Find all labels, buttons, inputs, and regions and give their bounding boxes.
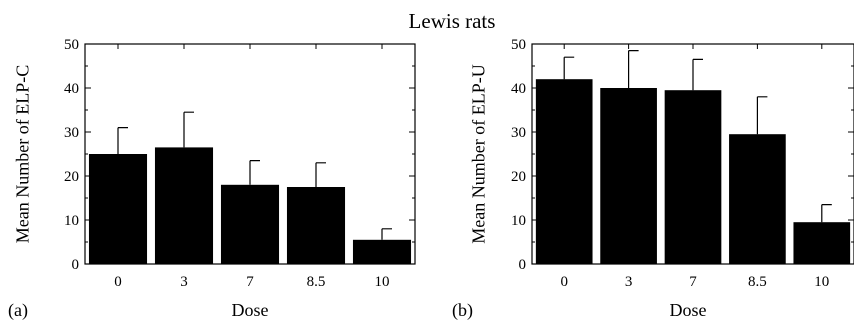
panel-a-bar-1 bbox=[154, 147, 214, 264]
panel-a-y-tick-label-0: 0 bbox=[72, 257, 80, 273]
panel-a-y-tick-label-5: 50 bbox=[64, 37, 79, 53]
panel-b-x-tick-label-0: 0 bbox=[560, 274, 568, 290]
panel-a-y-tick-label-3: 30 bbox=[64, 125, 79, 141]
panel-b-error-bar-3 bbox=[756, 96, 768, 135]
panel-a-x-tick-label-4: 10 bbox=[375, 274, 390, 290]
panel-b-x-tick-label-3: 8.5 bbox=[748, 274, 767, 290]
panel-a-y-axis-label: Mean Number of ELP-C bbox=[12, 65, 32, 243]
panel-a-error-bar-3 bbox=[315, 162, 326, 187]
panel-b-y-tick-label-5: 50 bbox=[511, 37, 526, 53]
panel-a-error-bar-2 bbox=[249, 160, 260, 185]
panel-a-y-tick-label-4: 40 bbox=[64, 81, 79, 97]
panel-a-x-tick-label-3: 8.5 bbox=[307, 274, 326, 290]
panel-b-bar-0 bbox=[535, 79, 593, 264]
panel-b-error-bar-1 bbox=[628, 50, 639, 88]
panel-b-x-tick-label-1: 3 bbox=[625, 274, 633, 290]
panel-b-panel-label: (b) bbox=[452, 300, 473, 321]
panel-b-y-axis-label: Mean Number of ELP-U bbox=[468, 64, 488, 243]
panel-a-error-bar-4 bbox=[381, 228, 392, 240]
panel-a-x-tick-label-0: 0 bbox=[114, 274, 122, 290]
panel-a-error-bar-1 bbox=[183, 111, 194, 148]
figure-title: Lewis rats bbox=[409, 9, 496, 33]
panel-b-x-tick-label-4: 10 bbox=[814, 274, 829, 290]
panel-b-error-bar-4 bbox=[821, 204, 832, 223]
panel-a-error-bar-0 bbox=[117, 127, 128, 154]
panel-b-bar-2 bbox=[664, 90, 722, 264]
panel-a-x-tick-label-1: 3 bbox=[180, 274, 188, 290]
panel-b: 0 3 7 8.5 10 0 10 20 30 40 50 Dose Mean Number of EL… bbox=[452, 37, 854, 321]
panel-a-bar-2 bbox=[220, 184, 280, 264]
panel-a-panel-label: (a) bbox=[8, 300, 28, 321]
panel-a-bar-3 bbox=[286, 187, 346, 264]
panel-b-bar-4 bbox=[793, 222, 851, 264]
panel-b-x-axis-label: Dose bbox=[670, 300, 707, 320]
panel-b-y-tick-label-2: 20 bbox=[511, 169, 526, 185]
panel-b-y-tick-label-3: 30 bbox=[511, 125, 526, 141]
panel-a-y-tick-label-1: 10 bbox=[64, 213, 79, 229]
panel-a-x-tick-label-2: 7 bbox=[246, 274, 254, 290]
panel-b-y-tick-label-0: 0 bbox=[519, 257, 527, 273]
panel-a-y-tick-label-2: 20 bbox=[64, 169, 79, 185]
panel-a-bar-0 bbox=[88, 154, 148, 264]
panel-b-x-tick-label-2: 7 bbox=[689, 274, 697, 290]
panel-b-bar-3 bbox=[729, 134, 786, 264]
panel-a: 0 3 7 8.5 10 0 10 20 30 40 50 Dose Mean Number of EL… bbox=[8, 37, 416, 321]
panel-a-x-axis-label: Dose bbox=[232, 300, 269, 320]
panel-b-error-bar-0 bbox=[563, 56, 575, 80]
panel-b-bar-1 bbox=[600, 88, 657, 264]
panel-b-y-tick-label-4: 40 bbox=[511, 81, 526, 97]
panel-b-y-tick-label-1: 10 bbox=[511, 213, 526, 229]
panel-b-error-bar-2 bbox=[692, 58, 703, 91]
